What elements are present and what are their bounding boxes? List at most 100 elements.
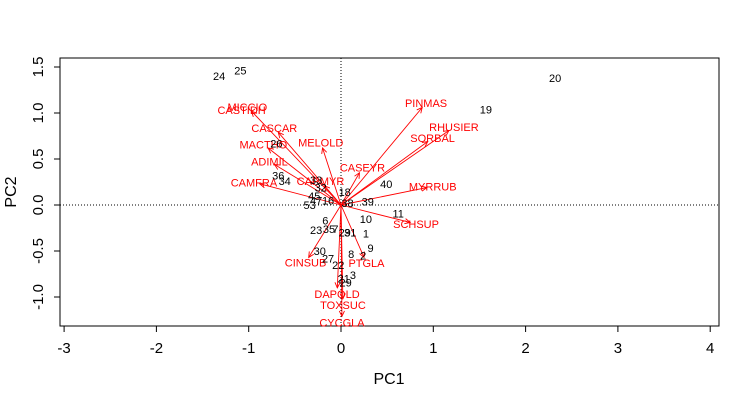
loading-arrow-line: [340, 130, 450, 206]
loading-label: PTGLA: [348, 258, 385, 270]
observation-label: 6: [322, 216, 328, 228]
loading-arrow-line: [259, 183, 342, 206]
observation-label: 3: [350, 270, 356, 282]
observation-label: 20: [549, 73, 561, 85]
y-tick-label: -0.5: [30, 238, 47, 264]
x-tick-label: -3: [57, 340, 70, 357]
observation-label: 36: [272, 171, 284, 183]
observation-label: 25: [234, 66, 246, 78]
loading-arrow-line: [324, 185, 342, 206]
loading-arrow-head: [416, 106, 423, 114]
loading-arrow-line: [274, 164, 342, 206]
observation-label: 18: [339, 187, 351, 199]
observation-label: 29: [339, 228, 351, 240]
observation-label: 24: [213, 71, 225, 83]
loading-arrow-line: [267, 147, 342, 206]
loading-myrrub: MYRRUB: [340, 181, 457, 206]
loading-camfra: CAMFRA: [231, 177, 342, 206]
loading-arrow-head: [250, 110, 258, 118]
observation-label: 45: [308, 191, 320, 203]
observation-label: 30: [314, 246, 326, 258]
loading-arrow-head: [334, 282, 341, 289]
observation-label: 40: [380, 179, 392, 191]
loading-arrow-line: [340, 204, 365, 258]
loading-arrow-line: [322, 147, 342, 206]
loading-arrow-line: [251, 110, 342, 206]
x-tick-label: 4: [706, 340, 714, 357]
loading-rhusier: RHUSIER: [340, 122, 479, 206]
loading-label: CINSUB: [285, 258, 327, 270]
loading-adimil: ADIMIL: [251, 156, 342, 206]
loading-label: CAMFRA: [231, 177, 278, 189]
loading-arrow-line: [308, 204, 342, 258]
y-tick-label: 1.5: [30, 57, 47, 78]
loading-label: RHUSIER: [429, 122, 479, 134]
loading-arrow-head: [421, 140, 429, 148]
loading-sorbal: SORBAL: [340, 133, 455, 206]
x-tick-label: 2: [521, 340, 529, 357]
loading-arrow-line: [340, 204, 343, 317]
loading-arrow-line: [340, 107, 423, 206]
loading-label: MELOLD: [298, 137, 343, 149]
loading-label: TOXSUC: [320, 300, 366, 312]
y-tick-label: 0.0: [30, 195, 47, 216]
loading-mactho: MACTHO: [240, 139, 342, 206]
loading-cycgla: CYCGLA: [319, 204, 365, 329]
loading-arrow-head: [359, 251, 365, 259]
loading-dapold: DAPOLD: [314, 204, 360, 301]
x-tick-label: -2: [150, 340, 163, 357]
observation-label: 27: [322, 253, 334, 265]
observation-label: 1: [363, 229, 369, 241]
observation-label: 22: [332, 260, 344, 272]
loading-arrow-head: [339, 293, 346, 300]
loading-arrow-head: [273, 163, 281, 170]
x-tick-label: 3: [614, 340, 622, 357]
x-tick-label: 1: [429, 340, 437, 357]
loading-arrow-line: [340, 141, 429, 206]
y-tick-label: 0.5: [30, 149, 47, 170]
loading-arrow-head: [267, 147, 275, 154]
loading-label: MACTHO: [240, 139, 288, 151]
observation-label: 29: [339, 277, 351, 289]
loading-arrow-head: [277, 131, 284, 139]
reference-lines: [60, 58, 719, 326]
observation-label: 38: [341, 198, 353, 210]
plot-frame: [59, 57, 720, 327]
loading-arrow-line: [340, 187, 427, 206]
loading-label: SORBAL: [410, 133, 455, 145]
observation-label: 10: [360, 214, 372, 226]
observation-label: 35: [323, 224, 335, 236]
loading-arrow-head: [404, 218, 412, 225]
loading-ptgla: PTGLA: [340, 204, 385, 270]
loading-melold: MELOLD: [298, 137, 343, 206]
loading-arrow-head: [420, 185, 428, 192]
loading-schsup: SCHSUP: [340, 204, 439, 231]
observation-label: 16: [322, 195, 334, 207]
loading-arrow-head: [442, 129, 450, 136]
loading-arrow-head: [354, 171, 360, 179]
loading-label: DAPOLD: [314, 289, 359, 301]
loading-cinsub: CINSUB: [285, 204, 342, 270]
loading-arrow-line: [340, 204, 411, 223]
observation-label: 8: [348, 249, 354, 261]
loading-label: MICCIO: [227, 102, 267, 114]
loading-label: CASEYR: [340, 163, 385, 175]
loading-miccio: MICCIO: [227, 102, 342, 206]
loading-arrow-head: [308, 251, 314, 259]
observation-label: 39: [362, 196, 374, 208]
observation-label: 31: [344, 228, 356, 240]
loading-arrow-head: [321, 146, 328, 154]
observation-label: 33: [310, 175, 322, 187]
loading-carmyr: CARMYR: [297, 176, 345, 206]
loading-label: ADIMIL: [251, 156, 288, 168]
loading-arrow-line: [336, 204, 342, 288]
loading-label: CASCAR: [251, 123, 297, 135]
loading-label: CYCGLA: [319, 317, 365, 329]
observation-label: 23: [310, 225, 322, 237]
loading-label: CARMYR: [297, 176, 345, 188]
observation-label: 32: [315, 183, 327, 195]
observation-label: 21: [338, 274, 350, 286]
